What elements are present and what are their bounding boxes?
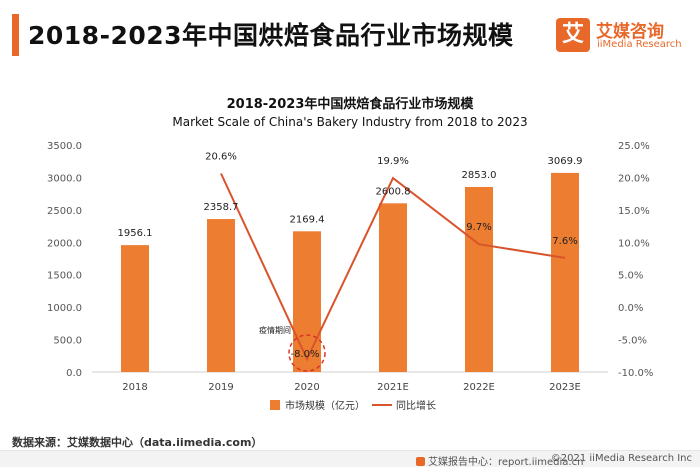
report-center-icon [416, 457, 425, 466]
y-left-tick-label: 0.0 [66, 368, 82, 379]
bar [207, 219, 235, 372]
footer-report-center: 艾媒报告中心：report.iimedia.cn [416, 453, 583, 468]
y-right-tick-label: 10.0% [618, 238, 650, 249]
annotation-label: 疫情期间 [259, 325, 291, 335]
y-left-tick-label: 2000.0 [47, 238, 82, 249]
bakery-market-chart: 0.0 500.0 1000.0 1500.0 2000.0 2500.0 3000.0 35… [47, 141, 653, 412]
growth-line [220, 173, 566, 362]
y-left-tick-label: 1000.0 [47, 303, 82, 314]
footer-report-text: 艾媒报告中心：report.iimedia.cn [428, 457, 584, 468]
bar-value-label: 2358.7 [204, 202, 239, 213]
bar [379, 203, 407, 372]
y-left-tick-label: 3500.0 [47, 141, 82, 152]
footer-bar: 艾媒报告中心：report.iimedia.cn ©2021 iiMedia R… [0, 451, 700, 468]
x-tick-label: 2019 [208, 382, 233, 393]
logo-mark-icon: 艾 [556, 18, 590, 52]
bar [465, 186, 493, 372]
title-accent-bar [12, 14, 19, 56]
legend-label-growth: 同比增长 [396, 399, 436, 412]
legend-swatch-market [270, 400, 280, 410]
y-left-tick-label: 2500.0 [47, 206, 82, 217]
y-right-tick-label: -10.0% [618, 368, 653, 379]
line-value-label: 9.7% [466, 222, 491, 233]
chart-title: 2018-2023年中国烘焙食品行业市场规模 [226, 97, 474, 112]
x-tick-label: 2020 [294, 382, 319, 393]
bar-value-label: 2600.8 [376, 186, 411, 197]
page-title: 2018-2023年中国烘焙食品行业市场规模 [28, 21, 514, 50]
annotation-circle [288, 334, 326, 372]
chart-subtitle: Market Scale of China's Bakery Industry … [172, 115, 528, 129]
y-left-tick-label: 3000.0 [47, 173, 82, 184]
bar [121, 245, 149, 372]
line-value-label: 19.9% [377, 156, 409, 167]
y-right-tick-label: 25.0% [618, 141, 650, 152]
y-right-tick-label: 20.0% [618, 173, 650, 184]
y-left-tick-label: 1500.0 [47, 271, 82, 282]
data-source: 数据来源：艾媒数据中心（data.iimedia.com） [12, 436, 263, 449]
x-tick-label: 2023E [549, 382, 581, 393]
footer-copyright: ©2021 iiMedia Research Inc [550, 453, 692, 464]
line-value-label: 20.6% [205, 152, 237, 163]
bar-value-label: 2169.4 [290, 214, 325, 225]
x-tick-label: 2018 [122, 382, 147, 393]
logo-name-en: iiMedia Research [597, 39, 682, 50]
bar [551, 172, 579, 372]
legend-label-market: 市场规模（亿元） [285, 399, 365, 412]
bar-value-label: 1956.1 [118, 228, 153, 239]
line-value-label: 7.6% [552, 236, 577, 247]
y-left-tick-label: 500.0 [53, 336, 82, 347]
x-tick-label: 2022E [463, 382, 495, 393]
bar [293, 231, 321, 372]
y-right-tick-label: 15.0% [618, 206, 650, 217]
logo-name-cn: 艾媒咨询 [596, 22, 664, 42]
brand-logo: 艾 艾媒咨询 iiMedia Research [556, 16, 688, 56]
y-right-tick-label: -5.0% [618, 336, 647, 347]
bar-value-label: 2853.0 [462, 170, 497, 181]
y-right-tick-label: 0.0% [618, 303, 643, 314]
bar-value-label: 3069.9 [548, 156, 583, 167]
footer-divider [0, 450, 700, 451]
x-tick-label: 2021E [377, 382, 409, 393]
line-value-label: -8.0% [290, 349, 319, 360]
y-right-tick-label: 5.0% [618, 271, 643, 282]
